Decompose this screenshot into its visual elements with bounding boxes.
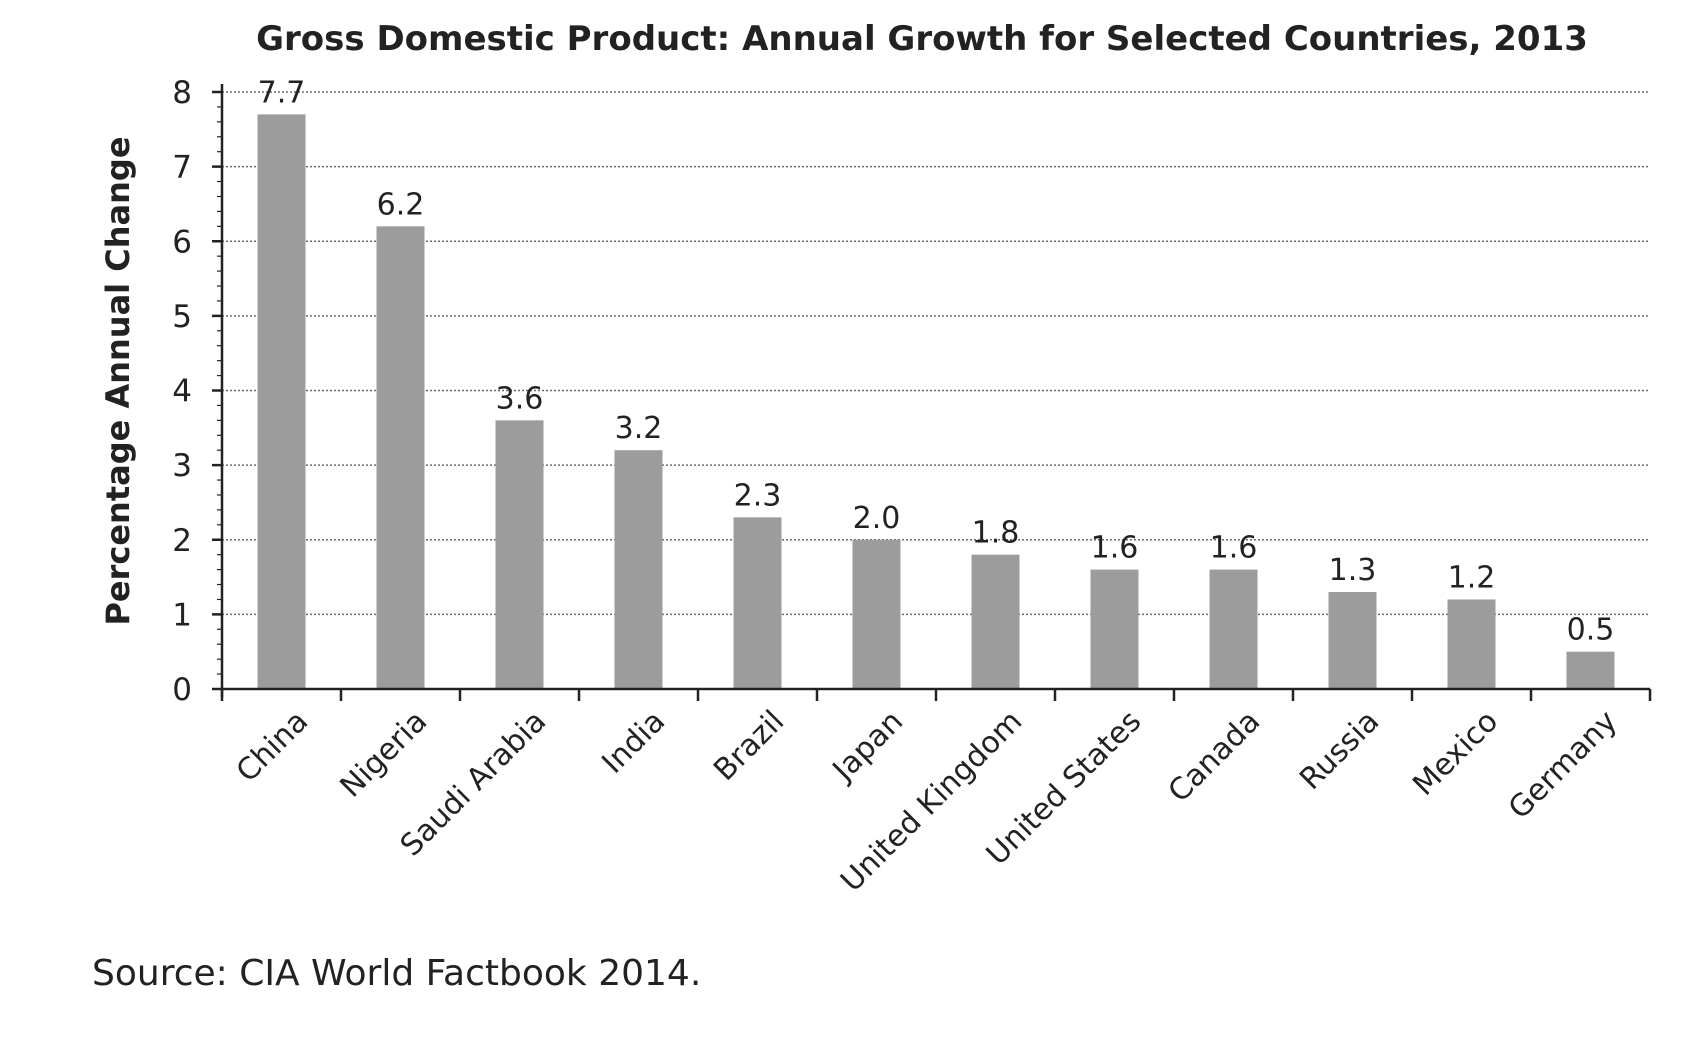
chart-title: Gross Domestic Product: Annual Growth fo… (256, 19, 1588, 59)
data-label: 2.0 (853, 501, 901, 536)
y-tick-label: 5 (172, 299, 192, 335)
bar (376, 226, 425, 689)
bar (1328, 591, 1377, 689)
data-label: 1.6 (1091, 531, 1139, 566)
bar (495, 420, 544, 689)
bar (1209, 569, 1258, 689)
category-label: India (595, 704, 672, 781)
category-label: Japan (825, 704, 910, 789)
category-label: Brazil (707, 704, 791, 788)
y-tick-label: 7 (172, 150, 192, 186)
y-tick-label: 6 (172, 224, 192, 260)
bar (1447, 599, 1496, 689)
data-label: 1.6 (1210, 531, 1258, 566)
axes (212, 84, 1652, 701)
data-label: 1.3 (1329, 553, 1377, 588)
bar (1566, 651, 1615, 689)
y-tick-label: 4 (172, 374, 192, 410)
y-tick-label: 3 (172, 448, 192, 484)
y-tick-label: 0 (172, 672, 192, 708)
category-label: Nigeria (334, 704, 435, 805)
category-label: Mexico (1406, 704, 1505, 803)
data-label: 6.2 (377, 187, 425, 222)
data-label: 3.6 (496, 381, 544, 416)
source-note: Source: CIA World Factbook 2014. (92, 953, 701, 994)
category-label: Canada (1162, 704, 1267, 809)
y-axis-label: Percentage Annual Change (99, 136, 137, 625)
data-label: 7.7 (258, 75, 306, 110)
data-label: 1.8 (972, 516, 1020, 551)
category-label: Russia (1293, 704, 1386, 797)
bar (614, 450, 663, 689)
gridlines (222, 91, 1650, 616)
y-tick-label: 8 (172, 75, 192, 111)
bar (1090, 569, 1139, 689)
category-label: China (230, 704, 315, 789)
category-label: Germany (1502, 704, 1624, 826)
bar (971, 554, 1020, 689)
y-tick-label: 2 (172, 523, 192, 559)
data-label: 2.3 (734, 478, 782, 513)
bar (852, 539, 901, 689)
y-tick-label: 1 (172, 597, 192, 633)
bars (257, 114, 1615, 689)
bar (733, 517, 782, 689)
data-label: 3.2 (615, 411, 663, 446)
data-label: 1.2 (1448, 560, 1496, 595)
data-label: 0.5 (1567, 613, 1615, 648)
bar (257, 114, 306, 689)
